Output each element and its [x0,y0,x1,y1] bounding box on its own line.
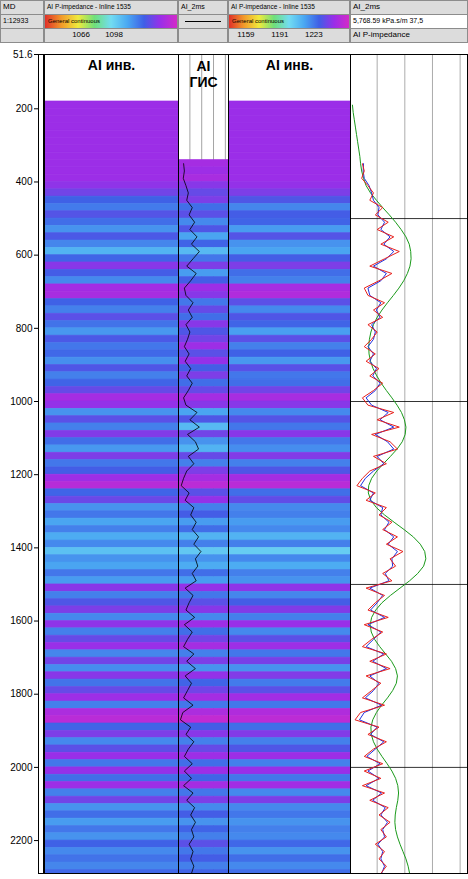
svg-text:51.6: 51.6 [13,49,33,60]
svg-text:1400: 1400 [10,542,33,553]
html-text:1066: 1066 [72,30,90,39]
html-text:AI_2ms: AI_2ms [353,2,381,11]
html-text:General continuous: General continuous [232,18,284,24]
html-text:1098: 1098 [105,30,123,39]
html-text:1:12933: 1:12933 [3,17,29,24]
svg-text:AIГИС: AIГИС [189,58,217,89]
svg-text:1200: 1200 [10,469,33,480]
html-text:AI P-impedance - Inline 1535: AI P-impedance - Inline 1535 [47,3,131,10]
svg-text:1800: 1800 [10,688,33,699]
svg-text:2000: 2000 [10,762,33,773]
svg-text:AI инв.: AI инв. [266,57,313,73]
html-text:1223: 1223 [305,30,323,39]
svg-text:2200: 2200 [10,835,33,846]
svg-text:200: 200 [16,103,33,114]
html-text:General continuous: General continuous [48,18,100,24]
svg-text:600: 600 [16,249,33,260]
html-text:AI P-impedance - Inline 1535: AI P-impedance - Inline 1535 [231,3,315,10]
html-text:AI_2ms: AI_2ms [181,3,205,10]
html-text:MD: MD [3,2,16,11]
html-text:AI P-impedance: AI P-impedance [353,30,410,39]
html-text:1159: 1159 [237,30,255,39]
svg-text:1600: 1600 [10,615,33,626]
svg-text:AI инв.: AI инв. [88,57,135,73]
svg-text:400: 400 [16,176,33,187]
html-text:1191: 1191 [271,30,289,39]
svg-text:800: 800 [16,323,33,334]
svg-text:1000: 1000 [10,396,33,407]
html-text:5,768.59 kPa.s/m 37,5: 5,768.59 kPa.s/m 37,5 [353,17,423,24]
